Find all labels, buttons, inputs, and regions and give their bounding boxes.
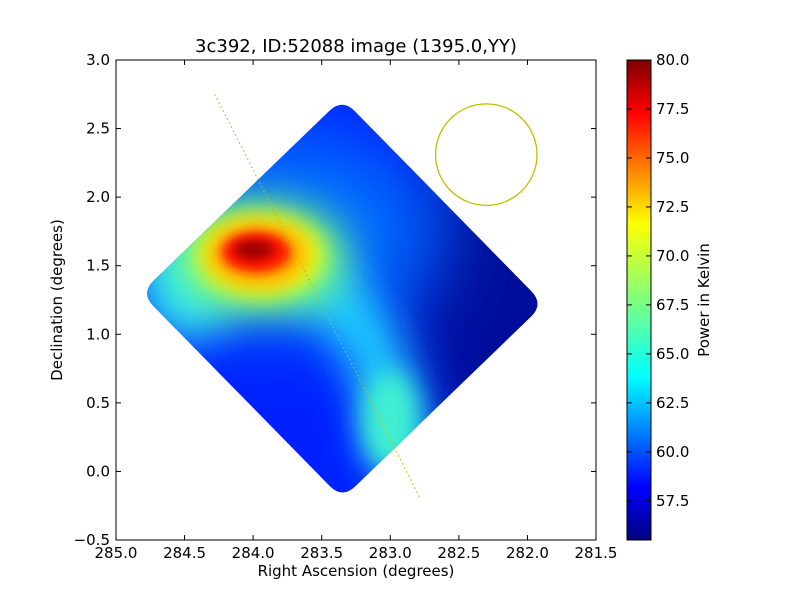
y-tick-label: 0.0	[86, 462, 110, 480]
x-tick-label: 283.0	[369, 544, 412, 562]
chart-title: 3c392, ID:52088 image (1395.0,YY)	[195, 36, 517, 57]
colorbar-tick-label: 72.5	[656, 198, 689, 216]
colorbar-tick-label: 75.0	[656, 149, 689, 167]
y-tick-label: 2.5	[86, 120, 110, 138]
x-tick-label: 282.0	[506, 544, 549, 562]
beam-circle	[434, 103, 538, 207]
colorbar-label: Power in Kelvin	[695, 243, 713, 357]
x-axis-label: Right Ascension (degrees)	[258, 562, 455, 580]
x-tick-label: 284.5	[163, 544, 206, 562]
x-tick-label: 281.5	[575, 544, 618, 562]
colorbar-tick-label: 70.0	[656, 247, 689, 265]
colorbar	[626, 59, 652, 541]
colorbar-tick-label: 62.5	[656, 394, 689, 412]
y-tick-label: 0.5	[86, 394, 110, 412]
galactic-plane-line	[214, 94, 421, 500]
y-tick-label: 1.0	[86, 325, 110, 343]
y-tick-label: 2.0	[86, 188, 110, 206]
plot-border	[115, 59, 597, 541]
colorbar-tick-label: 77.5	[656, 100, 689, 118]
colorbar-tick-label: 65.0	[656, 345, 689, 363]
x-tick-label: 283.5	[300, 544, 343, 562]
x-axis: 285.0 284.5 284.0 283.5 283.0 282.5 282.0 281.5	[95, 60, 618, 562]
y-tick-label: 1.5	[86, 257, 110, 275]
colorbar-tick-label: 57.5	[656, 492, 689, 510]
colorbar-tick-label: 67.5	[656, 296, 689, 314]
y-tick-label: 3.0	[86, 51, 110, 69]
y-axis-label: Declination (degrees)	[48, 219, 66, 381]
x-tick-label: 282.5	[437, 544, 480, 562]
heatmap-peak	[234, 240, 274, 260]
x-tick-label: 284.0	[232, 544, 275, 562]
y-axis: 3.0 2.5 2.0 1.5 1.0 0.5 0.0 −0.5	[74, 51, 596, 549]
colorbar-tick-label: 60.0	[656, 443, 689, 461]
y-tick-label: −0.5	[74, 531, 110, 549]
x-tick-label: 285.0	[95, 544, 138, 562]
colorbar-tick-label: 80.0	[656, 51, 689, 69]
colorbar-axis: 80.0 77.5 75.0 72.5 70.0 67.5 65.0 62.5 60.0 57.5	[627, 51, 689, 510]
